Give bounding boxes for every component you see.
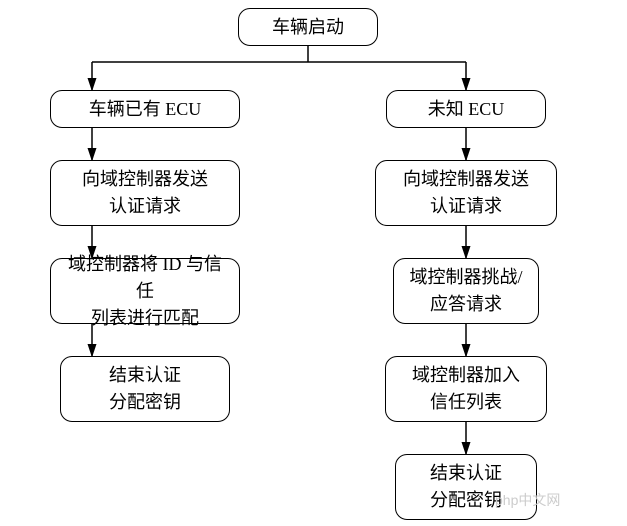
node-text: 向域控制器发送 <box>82 166 208 193</box>
node-text: 信任列表 <box>430 389 502 416</box>
node-text: 分配密钥 <box>430 487 502 514</box>
watermark: php中文网 <box>495 490 560 510</box>
flowchart-node-right4: 域控制器加入信任列表 <box>385 356 547 422</box>
node-text: 向域控制器发送 <box>403 166 529 193</box>
node-text: 域控制器将 ID 与信任 <box>61 251 229 305</box>
node-text: 认证请求 <box>109 193 181 220</box>
flowchart-node-left2: 向域控制器发送认证请求 <box>50 160 240 226</box>
node-text: 分配密钥 <box>109 389 181 416</box>
node-text: 应答请求 <box>430 291 502 318</box>
flowchart-node-right5: 结束认证分配密钥 <box>395 454 537 520</box>
node-text: 域控制器加入 <box>412 362 520 389</box>
node-text: 认证请求 <box>430 193 502 220</box>
node-text: 车辆已有 ECU <box>89 96 202 123</box>
node-text: 车辆启动 <box>272 14 344 41</box>
node-text: 未知 ECU <box>428 96 505 123</box>
flowchart-node-right1: 未知 ECU <box>386 90 546 128</box>
node-text: 列表进行匹配 <box>91 305 199 332</box>
flowchart-node-start: 车辆启动 <box>238 8 378 46</box>
flowchart-node-left4: 结束认证分配密钥 <box>60 356 230 422</box>
node-text: 域控制器挑战/ <box>409 264 522 291</box>
flowchart-node-right3: 域控制器挑战/应答请求 <box>393 258 539 324</box>
node-text: 结束认证 <box>109 362 181 389</box>
flowchart-node-left3: 域控制器将 ID 与信任列表进行匹配 <box>50 258 240 324</box>
node-text: 结束认证 <box>430 460 502 487</box>
flowchart-node-right2: 向域控制器发送认证请求 <box>375 160 557 226</box>
flowchart-node-left1: 车辆已有 ECU <box>50 90 240 128</box>
